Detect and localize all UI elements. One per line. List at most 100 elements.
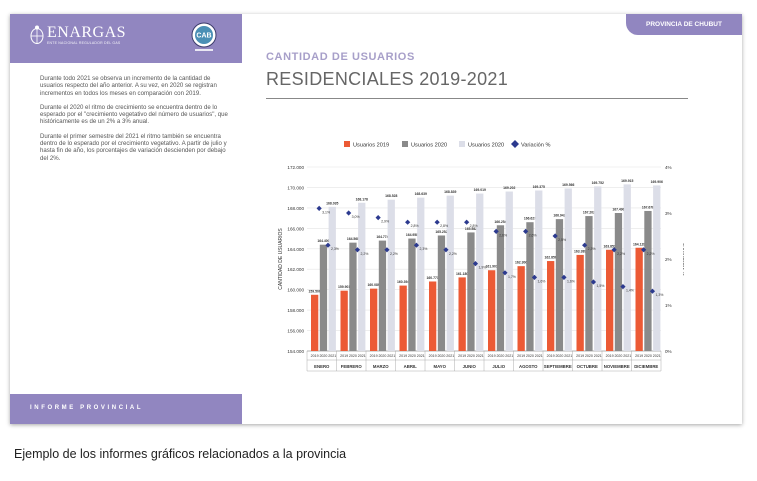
bar-value-label: 168.035 bbox=[326, 201, 338, 205]
year-tick-label: 2021 bbox=[387, 354, 395, 358]
year-tick-label: 2020 bbox=[526, 354, 534, 358]
variation-label: 1,9% bbox=[478, 266, 486, 270]
bar-value-label: 168.178 bbox=[356, 197, 368, 201]
year-tick-label: 2021 bbox=[446, 354, 454, 358]
y-tick-label: 156.000 bbox=[287, 329, 304, 334]
month-label: JULIO bbox=[492, 364, 505, 369]
year-tick-label: 2019 bbox=[311, 354, 319, 358]
variation-label: 3,1% bbox=[322, 210, 330, 214]
sidebar-header: ENARGAS ENTE NACIONAL REGULADOR DEL GAS … bbox=[10, 14, 242, 63]
year-tick-label: 2020 bbox=[437, 354, 445, 358]
bar bbox=[417, 197, 425, 351]
bar bbox=[644, 210, 652, 351]
bar-value-label: 169.752 bbox=[592, 181, 604, 185]
year-tick-label: 2020 bbox=[408, 354, 416, 358]
month-label: DICIEMBRE bbox=[634, 364, 658, 369]
sidebar-paragraph: Durante el primer semestre del 2021 el r… bbox=[40, 132, 227, 162]
variation-point bbox=[384, 247, 390, 253]
bar-value-label: 169.915 bbox=[621, 179, 633, 183]
y-tick-label: 158.000 bbox=[287, 308, 304, 313]
year-tick-label: 2021 bbox=[653, 354, 661, 358]
year-tick-label: 2019 bbox=[635, 354, 643, 358]
page-title-kicker: CANTIDAD DE USUARIOS bbox=[266, 51, 415, 63]
year-tick-label: 2020 bbox=[614, 354, 622, 358]
year-tick-label: 2021 bbox=[505, 354, 513, 358]
users-chart: Usuarios 2019 Usuarios 2020 Usuarios 2020 V… bbox=[278, 140, 684, 372]
bar-value-label: 169.566 bbox=[562, 183, 574, 187]
variation-point bbox=[346, 210, 352, 216]
bar-value-label: 169.906 bbox=[651, 180, 663, 184]
bar bbox=[458, 277, 466, 351]
bar-value-label: 160.089 bbox=[368, 283, 380, 287]
variation-label: 1,4% bbox=[626, 289, 634, 293]
variation-label: 2,8% bbox=[440, 224, 448, 228]
y2-tick-label: 1% bbox=[665, 303, 672, 308]
month-label: NOVIEMBRE bbox=[604, 364, 630, 369]
year-tick-label: 2021 bbox=[535, 354, 543, 358]
year-tick-label: 2020 bbox=[378, 354, 386, 358]
bar-value-label: 164.958 bbox=[406, 233, 418, 237]
bar bbox=[547, 261, 555, 351]
year-tick-label: 2020 bbox=[467, 354, 475, 358]
variation-point bbox=[582, 242, 588, 248]
bar bbox=[467, 232, 475, 351]
variation-point bbox=[552, 233, 558, 239]
month-label: FEBRERO bbox=[341, 364, 363, 369]
y-tick-label: 164.000 bbox=[287, 247, 304, 252]
year-tick-label: 2021 bbox=[328, 354, 336, 358]
argentina-emblem-icon bbox=[30, 25, 44, 44]
legend-swatch bbox=[511, 140, 519, 148]
variation-label: 2,2% bbox=[360, 252, 368, 256]
bar bbox=[496, 225, 505, 351]
variation-label: 2,8% bbox=[470, 224, 478, 228]
y2-tick-label: 4% bbox=[665, 165, 672, 170]
bar bbox=[535, 190, 543, 351]
variation-point bbox=[316, 205, 322, 211]
bar-value-label: 161.180 bbox=[456, 272, 468, 276]
bar bbox=[370, 288, 378, 351]
bar bbox=[576, 254, 584, 351]
bar-value-label: 162.850 bbox=[545, 256, 557, 260]
variation-point bbox=[611, 247, 617, 253]
month-label: MAYO bbox=[434, 364, 447, 369]
bar bbox=[526, 222, 534, 351]
sidebar-paragraph: Durante el 2020 el ritmo de crecimiento … bbox=[40, 103, 228, 126]
legend-swatch bbox=[344, 141, 350, 147]
variation-label: 2,9% bbox=[381, 220, 389, 224]
variation-label: 1,5% bbox=[596, 284, 604, 288]
month-label: ABRIL bbox=[404, 364, 418, 369]
bar bbox=[476, 193, 484, 351]
year-tick-label: 2020 bbox=[319, 354, 327, 358]
bar-value-label: 168.639 bbox=[415, 192, 427, 196]
legend-label: Usuarios 2019 bbox=[353, 143, 389, 149]
bar-value-label: 163.851 bbox=[604, 244, 616, 248]
bar bbox=[429, 281, 437, 351]
variation-point bbox=[649, 288, 656, 294]
month-label: ENERO bbox=[314, 364, 330, 369]
bar bbox=[387, 199, 395, 351]
y2-tick-label: 0% bbox=[665, 349, 672, 354]
bar bbox=[505, 191, 513, 351]
year-tick-label: 2019 bbox=[488, 354, 496, 358]
variation-point bbox=[413, 242, 420, 248]
variation-label: 2,6% bbox=[529, 233, 537, 237]
bar bbox=[564, 188, 572, 351]
bar bbox=[437, 235, 446, 351]
bar bbox=[594, 186, 602, 351]
y2-axis-title: VARIACIÓN % bbox=[681, 243, 684, 277]
variation-point bbox=[502, 270, 508, 276]
bar-value-label: 167.202 bbox=[583, 211, 595, 215]
bar-value-label: 166.942 bbox=[553, 214, 565, 218]
year-tick-label: 2021 bbox=[417, 354, 425, 358]
bar-value-label: 167.678 bbox=[642, 205, 654, 209]
variation-point bbox=[434, 219, 440, 225]
legend-swatch bbox=[459, 141, 465, 147]
bar bbox=[653, 185, 661, 351]
year-tick-label: 2019 bbox=[458, 354, 466, 358]
year-tick-label: 2020 bbox=[496, 354, 504, 358]
variation-label: 2,2% bbox=[647, 252, 655, 256]
bar-value-label: 164.128 bbox=[633, 242, 645, 246]
bar bbox=[319, 244, 328, 351]
month-label: JUNIO bbox=[463, 364, 477, 369]
variation-label: 2,3% bbox=[588, 247, 596, 251]
